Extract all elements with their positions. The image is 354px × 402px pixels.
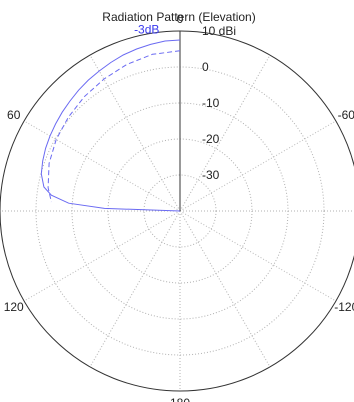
grid-spoke: [23, 210, 181, 302]
tick-labels: 10 dBi 0 -10 -20 -30 0 60 -60 120 -120 180 -3dB: [4, 12, 354, 402]
grid-spoke: [23, 120, 181, 212]
grid-spoke: [179, 54, 271, 212]
radial-tick-label: -30: [202, 168, 220, 182]
series-line-1: [40, 39, 181, 212]
radial-tick-label: -20: [202, 132, 220, 146]
radial-tick-label: -10: [202, 96, 220, 110]
series-line-2: [47, 50, 181, 203]
grid-spoke: [179, 210, 271, 368]
grid-spoke: [89, 210, 181, 368]
annotation-label: -3dB: [134, 23, 159, 37]
radial-tick-label: 0: [202, 60, 209, 74]
chart-title: Radiation Pattern (Elevation): [102, 10, 255, 24]
radial-tick-label: 10 dBi: [202, 24, 236, 38]
angle-tick-label: 120: [4, 300, 24, 314]
angle-tick-label: -120: [334, 300, 354, 314]
grid-spoke: [179, 120, 337, 212]
series-group: [40, 39, 181, 212]
angle-tick-label: 0: [177, 12, 184, 26]
grid-spoke: [179, 210, 337, 302]
angle-tick-label: 60: [7, 108, 21, 122]
polar-grid: [0, 30, 354, 392]
angle-tick-label: 180: [170, 396, 190, 402]
grid-spoke: [89, 54, 181, 212]
angle-tick-label: -60: [338, 108, 354, 122]
